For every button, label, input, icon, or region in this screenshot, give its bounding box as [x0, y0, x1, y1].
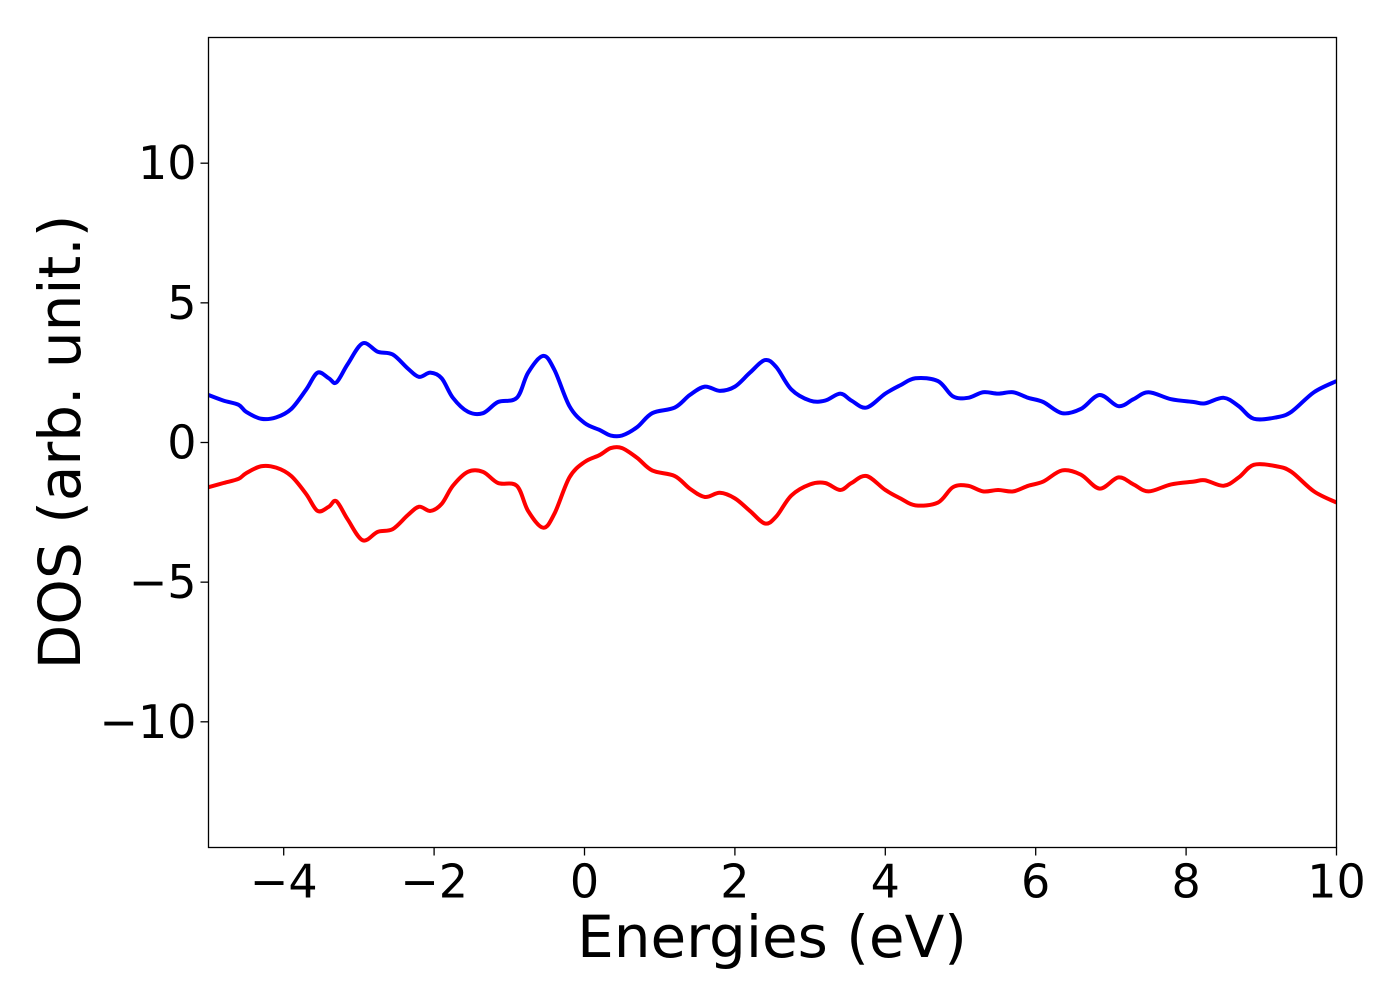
x-tick-label: 0	[570, 855, 599, 909]
plot-frame	[207, 36, 1338, 849]
x-tick-label: −2	[400, 855, 468, 909]
x-tick-label: −4	[250, 855, 318, 909]
x-tick-label: 6	[1021, 855, 1050, 909]
y-tick-label: 10	[138, 136, 197, 190]
series-line-blue	[208, 341, 1337, 439]
y-axis-ticks: −10 −5 0 5 10	[99, 136, 209, 749]
x-axis-ticks: −4 −2 0 2 4 6 8 10	[250, 847, 1366, 909]
y-tick-label: −5	[129, 555, 197, 609]
series-line-red	[208, 445, 1337, 543]
y-axis-label: DOS (arb. unit.)	[26, 215, 94, 670]
y-tick-label: 5	[167, 276, 196, 330]
x-tick-label: 8	[1171, 855, 1200, 909]
x-axis-label: Energies (eV)	[577, 903, 967, 971]
x-tick-label: 10	[1307, 855, 1366, 909]
y-tick-label: 0	[167, 416, 196, 470]
x-tick-label: 2	[720, 855, 749, 909]
x-tick-label: 4	[871, 855, 900, 909]
series-layer	[208, 341, 1337, 543]
y-tick-label: −10	[99, 695, 196, 749]
